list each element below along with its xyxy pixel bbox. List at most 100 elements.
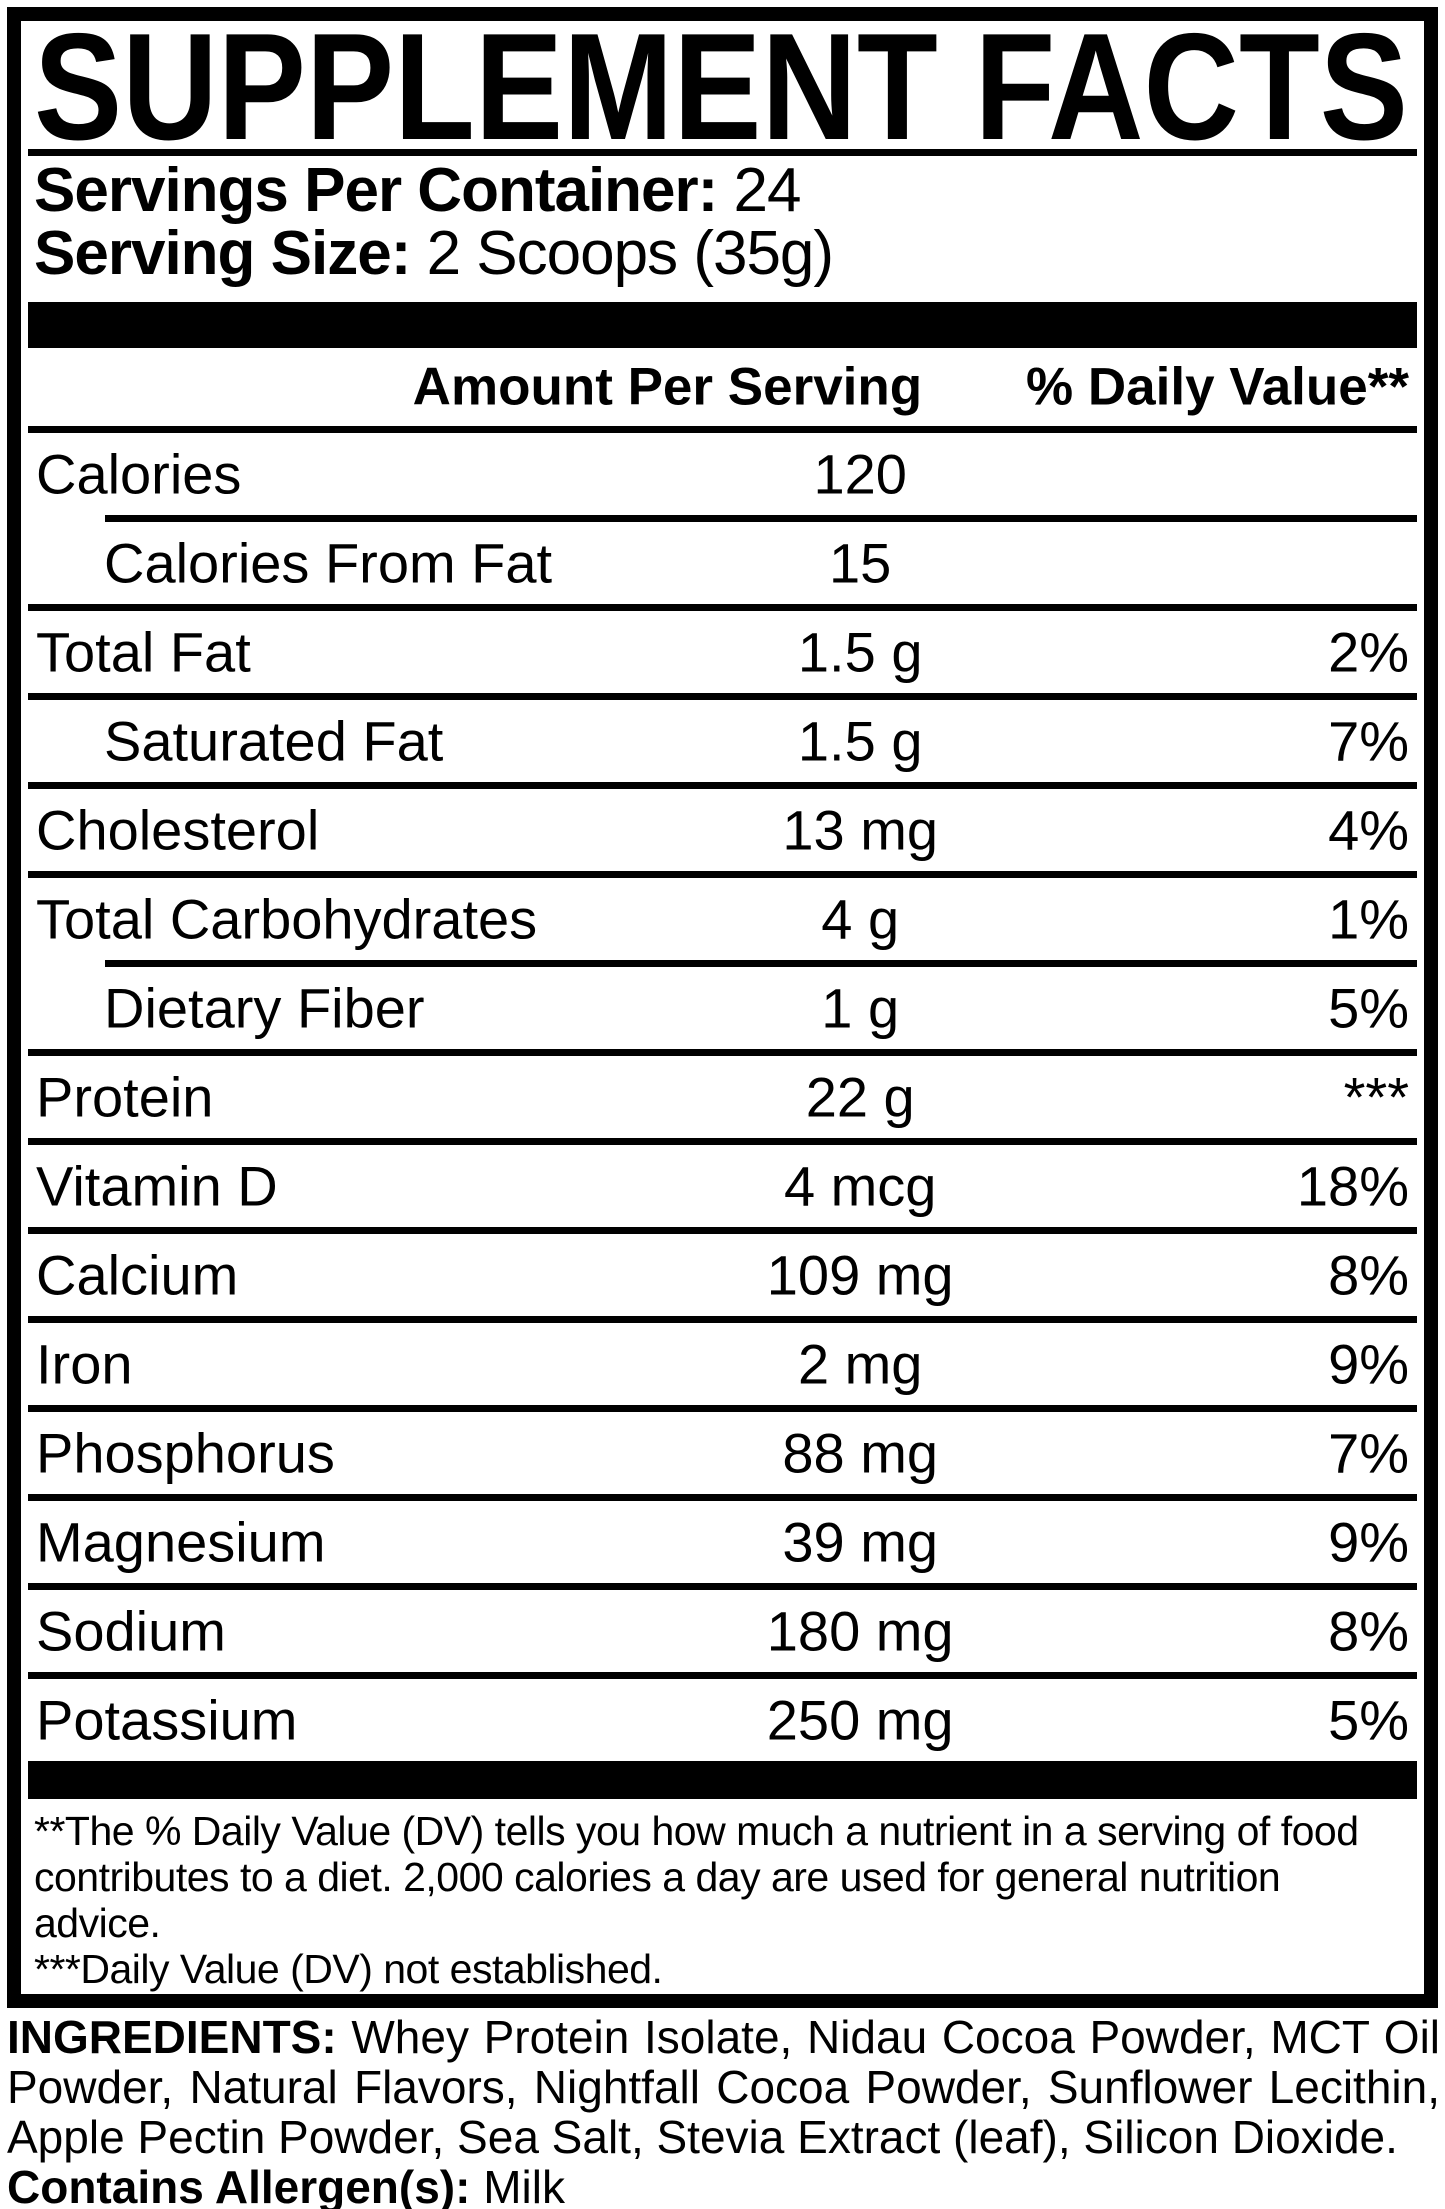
table-row: Cholesterol 13 mg 4% xyxy=(34,789,1411,871)
section-bar-bottom xyxy=(28,1761,1417,1799)
table-row: Calories From Fat 15 xyxy=(34,522,1411,604)
row-separator xyxy=(28,871,1417,878)
table-row: Calcium 109 mg 8% xyxy=(34,1234,1411,1316)
nutrient-amount: 180 mg xyxy=(766,1599,954,1663)
nutrient-amount: 250 mg xyxy=(766,1688,954,1752)
allergen-value: Milk xyxy=(483,2161,565,2209)
allergen-label: Contains Allergen(s): xyxy=(7,2161,471,2209)
table-row: Magnesium 39 mg 9% xyxy=(34,1501,1411,1583)
nutrient-amount: 1 g xyxy=(821,976,900,1040)
serving-size-value: 2 Scoops (35g) xyxy=(426,219,834,288)
nutrient-amount: 4 mcg xyxy=(783,1154,937,1218)
row-separator xyxy=(28,1227,1417,1234)
ingredients-text: INGREDIENTS: Whey Protein Isolate, Nidau… xyxy=(7,2012,1440,2162)
nutrient-amount: 13 mg xyxy=(782,798,938,862)
nutrient-daily-value: 5% xyxy=(1328,976,1409,1040)
nutrient-amount: 120 xyxy=(813,442,907,506)
nutrient-name: Potassium xyxy=(36,1688,298,1752)
allergen-text: Contains Allergen(s): Milk xyxy=(7,2162,1440,2209)
nutrient-daily-value: *** xyxy=(1343,1065,1409,1129)
nutrient-amount: 2 mg xyxy=(797,1332,923,1396)
nutrient-daily-value: 9% xyxy=(1328,1332,1409,1396)
row-separator xyxy=(105,515,1417,522)
nutrient-name: Sodium xyxy=(36,1599,226,1663)
nutrient-daily-value: 18% xyxy=(1296,1154,1409,1218)
nutrient-name: Vitamin D xyxy=(36,1154,278,1218)
ingredients-list: Whey Protein Isolate, Nidau Cocoa Powder… xyxy=(7,2011,1441,2163)
nutrient-daily-value: 9% xyxy=(1328,1510,1409,1574)
amount-per-serving-header: Amount Per Serving xyxy=(412,357,923,417)
nutrient-daily-value: 7% xyxy=(1328,709,1409,773)
table-row: Dietary Fiber 1 g 5% xyxy=(34,967,1411,1049)
title-divider xyxy=(28,149,1417,156)
row-separator xyxy=(28,1049,1417,1056)
table-row: Phosphorus 88 mg 7% xyxy=(34,1412,1411,1494)
nutrient-daily-value: 7% xyxy=(1328,1421,1409,1485)
section-bar-top xyxy=(28,302,1417,348)
nutrient-daily-value: 1% xyxy=(1328,887,1409,951)
nutrient-name: Total Carbohydrates xyxy=(36,887,538,951)
nutrient-name: Cholesterol xyxy=(36,798,320,862)
table-column-header: Amount Per Serving % Daily Value** xyxy=(34,348,1411,426)
daily-value-header: % Daily Value** xyxy=(1026,357,1409,417)
nutrient-amount: 1.5 g xyxy=(797,709,923,773)
row-separator xyxy=(28,1583,1417,1590)
nutrient-name: Calories xyxy=(36,442,242,506)
nutrient-daily-value: 8% xyxy=(1328,1243,1409,1307)
nutrient-amount: 1.5 g xyxy=(797,620,923,684)
nutrient-name: Dietary Fiber xyxy=(104,976,425,1040)
nutrient-name: Phosphorus xyxy=(36,1421,335,1485)
serving-info: Servings Per Container: 24 Serving Size:… xyxy=(34,159,1411,285)
row-separator xyxy=(28,1405,1417,1412)
header-separator xyxy=(28,426,1417,433)
row-separator xyxy=(28,1672,1417,1679)
daily-value-footnote: **The % Daily Value (DV) tells you how m… xyxy=(34,1808,1359,1946)
nutrient-table: Calories 120 Calories From Fat 15 Total Fat 1… xyxy=(28,433,1417,1761)
footnotes: **The % Daily Value (DV) tells you how m… xyxy=(34,1808,1411,1992)
table-row: Saturated Fat 1.5 g 7% xyxy=(34,700,1411,782)
nutrient-name: Protein xyxy=(36,1065,214,1129)
nutrient-amount: 22 g xyxy=(805,1065,915,1129)
serving-size: Serving Size: 2 Scoops (35g) xyxy=(34,222,1411,285)
nutrient-name: Calcium xyxy=(36,1243,239,1307)
row-separator xyxy=(28,693,1417,700)
servings-per-container: Servings Per Container: 24 xyxy=(34,159,1411,222)
nutrient-amount: 109 mg xyxy=(766,1243,954,1307)
nutrient-daily-value: 5% xyxy=(1328,1688,1409,1752)
table-row: Total Carbohydrates 4 g 1% xyxy=(34,878,1411,960)
supplement-facts-panel: SUPPLEMENT FACTS Servings Per Container:… xyxy=(7,7,1438,2008)
row-separator xyxy=(105,960,1417,967)
row-separator xyxy=(28,782,1417,789)
table-row: Protein 22 g *** xyxy=(34,1056,1411,1138)
row-separator xyxy=(28,1316,1417,1323)
table-row: Vitamin D 4 mcg 18% xyxy=(34,1145,1411,1227)
panel-title-text: SUPPLEMENT FACTS xyxy=(34,26,1408,146)
nutrient-name: Magnesium xyxy=(36,1510,326,1574)
table-row: Iron 2 mg 9% xyxy=(34,1323,1411,1405)
row-separator xyxy=(28,604,1417,611)
nutrient-amount: 15 xyxy=(829,531,892,595)
servings-per-container-value: 24 xyxy=(733,156,802,225)
table-row: Sodium 180 mg 8% xyxy=(34,1590,1411,1672)
panel-title: SUPPLEMENT FACTS xyxy=(34,26,1408,146)
nutrient-daily-value: 2% xyxy=(1328,620,1409,684)
nutrient-name: Saturated Fat xyxy=(104,709,444,773)
ingredients-section: INGREDIENTS: Whey Protein Isolate, Nidau… xyxy=(7,2012,1440,2209)
nutrient-amount: 4 g xyxy=(821,887,900,951)
table-row: Total Fat 1.5 g 2% xyxy=(34,611,1411,693)
table-row: Calories 120 xyxy=(34,433,1411,515)
nutrient-daily-value: 8% xyxy=(1328,1599,1409,1663)
ingredients-label: INGREDIENTS: xyxy=(7,2011,337,2063)
row-separator xyxy=(28,1494,1417,1501)
serving-size-label: Serving Size: xyxy=(34,219,411,288)
nutrient-name: Calories From Fat xyxy=(104,531,553,595)
nutrient-name: Iron xyxy=(36,1332,133,1396)
table-row: Potassium 250 mg 5% xyxy=(34,1679,1411,1761)
nutrient-daily-value: 4% xyxy=(1328,798,1409,862)
nutrient-amount: 39 mg xyxy=(782,1510,938,1574)
nutrient-name: Total Fat xyxy=(36,620,251,684)
not-established-footnote: ***Daily Value (DV) not established. xyxy=(34,1946,663,1992)
row-separator xyxy=(28,1138,1417,1145)
servings-per-container-label: Servings Per Container: xyxy=(34,156,718,225)
nutrient-amount: 88 mg xyxy=(782,1421,938,1485)
